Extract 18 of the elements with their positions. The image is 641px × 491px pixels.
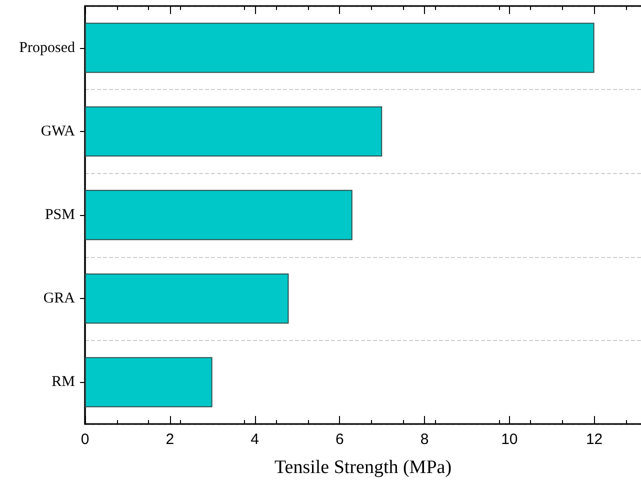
bar	[85, 357, 212, 408]
bar	[85, 106, 382, 156]
x-tick-label: 2	[166, 431, 174, 448]
bar	[85, 190, 352, 240]
x-tick-label: 6	[335, 431, 344, 448]
y-tick-label: RM	[52, 374, 75, 390]
x-tick-label: 4	[250, 431, 259, 448]
x-axis-title: Tensile Strength (MPa)	[274, 457, 452, 478]
x-tick-label: 10	[501, 431, 518, 448]
bar	[85, 274, 289, 324]
x-tick-label: 12	[586, 431, 603, 448]
x-tick-label: 0	[80, 431, 90, 448]
y-tick-label: PSM	[44, 207, 75, 223]
y-tick-label: GWA	[40, 123, 76, 140]
y-tick-label: Proposed	[19, 40, 76, 56]
bar	[85, 22, 594, 73]
y-tick-label: GRA	[43, 290, 76, 307]
x-tick-label: 8	[420, 431, 429, 448]
